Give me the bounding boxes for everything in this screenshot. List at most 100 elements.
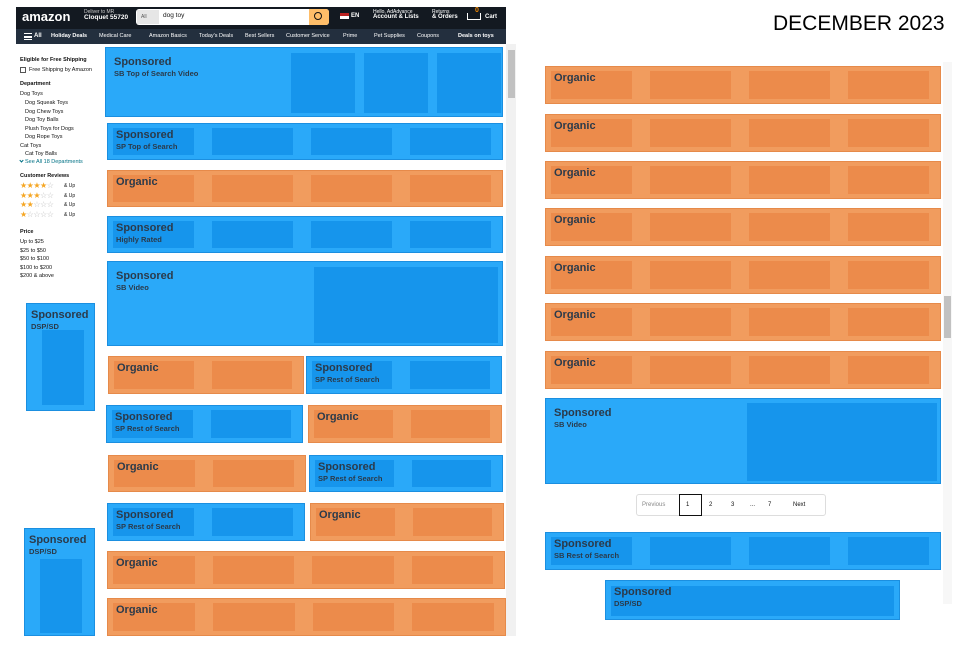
department-link[interactable]: Plush Toys for Dogs [25, 126, 74, 132]
department-link[interactable]: Dog Toys [20, 91, 43, 97]
block-sublabel: SP Top of Search [116, 142, 178, 151]
page-link[interactable]: 3 [731, 502, 735, 508]
product-placeholder [437, 53, 501, 113]
block-sublabel: SB Video [554, 420, 587, 429]
page-link[interactable]: 2 [709, 502, 713, 508]
nav-item[interactable]: Best Sellers [245, 33, 275, 39]
nav-item[interactable]: Customer Service [286, 33, 330, 39]
block-label: Sponsored [318, 461, 376, 473]
star-rating[interactable]: ★★☆☆☆ [20, 200, 54, 209]
sponsored-block: Sponsored SP Rest of Search [306, 356, 502, 394]
search-category[interactable]: All [137, 10, 159, 24]
product-placeholder [312, 556, 394, 584]
cart-count[interactable]: 0 [475, 7, 479, 14]
nav-item[interactable]: Amazon Basics [149, 33, 187, 39]
star: ★ [26, 181, 34, 190]
product-placeholder [314, 267, 498, 343]
product-placeholder [551, 119, 632, 147]
nav-item[interactable]: Medical Care [99, 33, 132, 39]
department-link[interactable]: Dog Toy Balls [25, 117, 59, 123]
department-link[interactable]: Dog Squeak Toys [25, 100, 69, 106]
deliver-line1[interactable]: Deliver to MR [84, 9, 115, 15]
nav-item[interactable]: Coupons [417, 33, 440, 39]
product-placeholder [212, 361, 292, 389]
search-box[interactable] [136, 9, 329, 25]
rating-suffix[interactable]: & Up [64, 202, 76, 208]
account-line2[interactable]: Account & Lists [373, 14, 419, 20]
star: ★ [20, 181, 27, 190]
department-link[interactable]: Dog Rope Toys [25, 134, 63, 140]
nav-item[interactable]: Prime [343, 33, 358, 39]
price-link[interactable]: $25 to $50 [20, 248, 46, 254]
sponsored-block: Sponsored SP Rest of Search [309, 455, 503, 492]
orders-line2[interactable]: & Orders [432, 14, 458, 20]
product-placeholder [747, 403, 937, 481]
cart-label[interactable]: Cart [485, 14, 498, 20]
block-label: Organic [554, 120, 596, 132]
product-placeholder [315, 460, 394, 487]
star: ★ [20, 200, 27, 209]
product-placeholder [212, 603, 295, 631]
sponsored-block: Sponsored DSP/SD [605, 580, 900, 620]
filter-option[interactable]: Free Shipping by Amazon [29, 67, 92, 73]
logo[interactable]: amazon [22, 9, 71, 24]
account-line1[interactable]: Hello, AdAdvance [373, 9, 413, 15]
star-rating[interactable]: ★★★★☆ [20, 181, 54, 190]
price-link[interactable]: $100 to $200 [20, 265, 53, 271]
department-link[interactable]: Cat Toys [20, 143, 42, 149]
price-link[interactable]: $50 to $100 [20, 256, 50, 262]
product-placeholder [113, 175, 194, 202]
pagination-next[interactable]: Next [793, 502, 806, 508]
product-placeholder [650, 356, 731, 384]
nav-promo[interactable]: Deals on toys [458, 33, 494, 39]
rating-suffix[interactable]: & Up [64, 183, 76, 189]
product-placeholder [212, 175, 293, 202]
product-placeholder [650, 119, 731, 147]
block-label: Sponsored [31, 309, 89, 321]
pagination-previous[interactable]: Previous [642, 502, 666, 508]
deliver-line2[interactable]: Cloquet 55720 [84, 14, 129, 21]
department-link[interactable]: Dog Chew Toys [25, 109, 64, 115]
nav-item[interactable]: Pet Supplies [374, 33, 405, 39]
rating-suffix[interactable]: & Up [64, 211, 76, 218]
organic-block: Organic [545, 208, 941, 246]
product-placeholder [551, 71, 632, 99]
sidebar-heading: Eligible for Free Shipping [20, 57, 87, 63]
search-query[interactable]: dog toy [163, 12, 185, 19]
nav-item[interactable]: Holiday Deals [51, 33, 88, 39]
star-rating[interactable]: ★☆☆☆☆ [20, 210, 54, 219]
product-placeholder [650, 166, 731, 194]
page-link[interactable]: 1 [686, 502, 690, 508]
product-placeholder [749, 119, 830, 147]
product-placeholder [311, 221, 392, 248]
scrollbar-thumb [944, 296, 951, 338]
page-link[interactable]: 7 [768, 502, 772, 508]
price-link[interactable]: Up to $25 [20, 239, 44, 245]
see-all-link[interactable]: See All 18 Departments [25, 159, 83, 165]
block-label: Organic [554, 167, 596, 179]
orders-line1[interactable]: Returns [432, 9, 450, 15]
product-placeholder [749, 537, 830, 565]
nav-menu[interactable]: All [34, 33, 42, 39]
price-link[interactable]: $200 & above [20, 273, 54, 279]
star-rating[interactable]: ★★★☆☆ [20, 190, 54, 200]
product-placeholder [611, 586, 894, 616]
sponsored-block: Sponsored DSP/SD [26, 303, 95, 411]
product-placeholder [551, 166, 632, 194]
product-placeholder [364, 53, 428, 113]
product-placeholder [410, 175, 491, 202]
organic-block: Organic [107, 598, 506, 636]
page-link[interactable]: ... [750, 502, 756, 508]
star: ★ [26, 190, 34, 200]
star: ★ [26, 200, 34, 209]
rating-suffix[interactable]: & Up [64, 192, 76, 199]
department-link[interactable]: Cat Toy Balls [25, 151, 57, 157]
language[interactable]: EN [351, 13, 360, 19]
product-placeholder [412, 603, 494, 631]
product-placeholder [410, 221, 491, 248]
see-all-arrow [19, 158, 24, 163]
nav-item[interactable]: Today's Deals [199, 33, 234, 39]
organic-block: Organic [107, 551, 505, 589]
product-placeholder [848, 119, 929, 147]
checkbox[interactable] [20, 67, 26, 73]
